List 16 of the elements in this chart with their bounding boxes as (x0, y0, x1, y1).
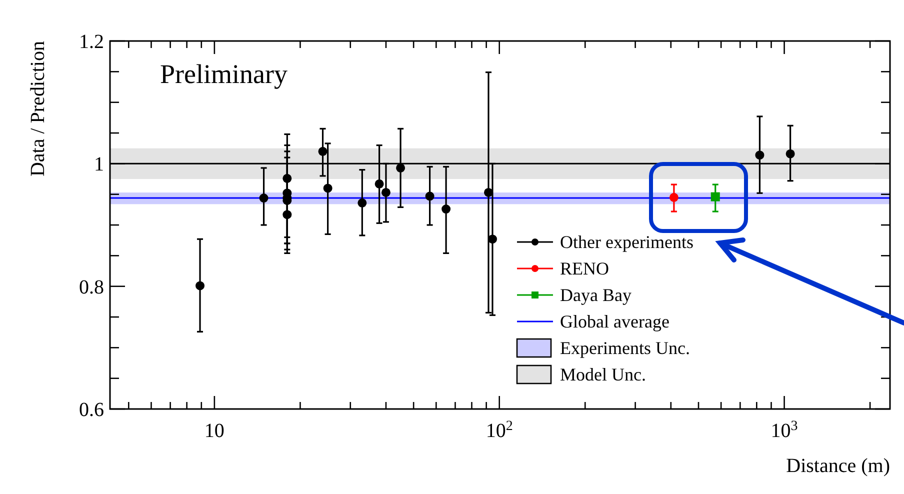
y-tick-label: 0.6 (79, 399, 104, 421)
x-axis-title: Distance (m) (786, 455, 890, 477)
legend-label: Other experiments (560, 232, 694, 252)
y-tick-label: 1 (94, 154, 104, 176)
y-tick-label: 0.8 (79, 276, 104, 298)
y-axis-title: Data / Prediction (27, 41, 49, 177)
x-tick-label: 10$^{3}$ (770, 418, 798, 442)
x-tick-label: 10$^{2}$ (486, 418, 513, 442)
legend-label: Global average (560, 312, 670, 332)
legend-label: Experiments Unc. (560, 338, 690, 358)
legend-label: Model Unc. (560, 364, 646, 384)
legend-label: RENO (560, 258, 609, 278)
legend-label: Daya Bay (560, 285, 632, 305)
y-tick-label: 1.2 (79, 31, 104, 53)
x-tick-label: 10 (204, 420, 224, 442)
annotation: Preliminary (160, 59, 288, 89)
